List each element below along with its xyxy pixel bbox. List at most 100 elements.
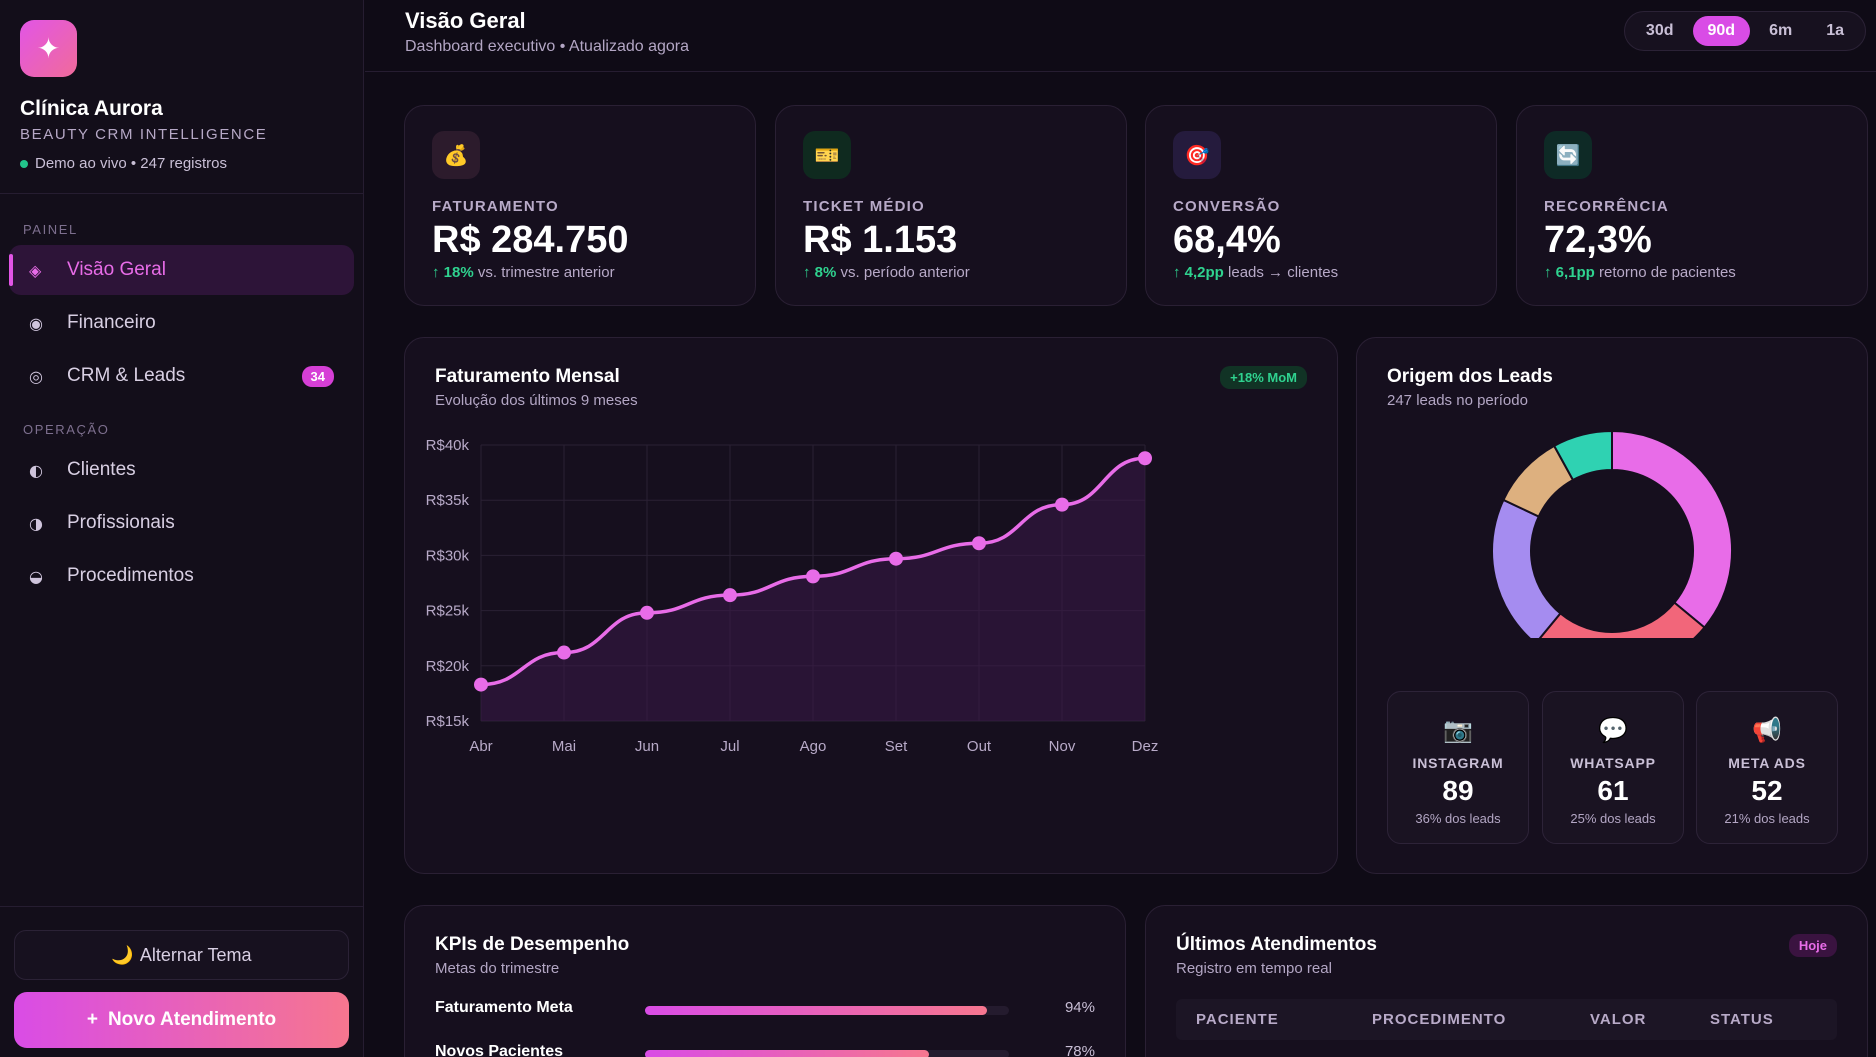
table-header: PACIENTE PROCEDIMENTO VALOR STATUS — [1176, 999, 1837, 1040]
nav-section-label: PAINEL — [23, 222, 78, 237]
data-point — [1138, 451, 1152, 466]
new-appointment-button[interactable]: + Novo Atendimento — [14, 992, 349, 1048]
source-percent: 21% dos leads — [1724, 811, 1810, 826]
kpi-label: RECORRÊNCIA — [1544, 198, 1669, 215]
kpi-card-conversao: 🎯 CONVERSÃO 68,4% ↑ 4,2pp leads → client… — [1145, 105, 1497, 306]
kpi-label: FATURAMENTO — [432, 198, 559, 215]
x-tick-label: Jun — [635, 738, 659, 755]
range-1a-button[interactable]: 1a — [1826, 22, 1844, 39]
nav-section-label: OPERAÇÃO — [23, 422, 110, 437]
source-tile-meta-ads: 📢 META ADS 52 21% dos leads — [1696, 691, 1838, 844]
circle-dot-icon: ◉ — [29, 313, 43, 333]
card-subtitle: Registro em tempo real — [1176, 960, 1332, 977]
toggle-theme-label: Alternar Tema — [139, 944, 252, 965]
goal-row: Faturamento Meta 94% — [435, 999, 1095, 1023]
goal-progress-track — [645, 1050, 1009, 1057]
x-tick-label: Ago — [800, 738, 827, 755]
kpi-card-faturamento: 💰 FATURAMENTO R$ 284.750 ↑ 18% vs. trime… — [404, 105, 756, 306]
kpi-delta-text: retorno de pacientes — [1599, 264, 1736, 281]
mom-growth-badge: +18% MoM — [1220, 366, 1307, 389]
y-tick-label: R$30k — [426, 547, 470, 564]
column-header-status[interactable]: STATUS — [1710, 1011, 1774, 1028]
brand-subtitle: BEAUTY CRM INTELLIGENCE — [20, 126, 268, 143]
sidebar-item-label: Procedimentos — [67, 565, 194, 586]
column-header-procedimento[interactable]: PROCEDIMENTO — [1372, 1011, 1507, 1028]
range-30d-button[interactable]: 30d — [1645, 22, 1674, 39]
source-tile-whatsapp: 💬 WHATSAPP 61 25% dos leads — [1542, 691, 1684, 844]
donut-slice[interactable] — [1552, 429, 1613, 482]
y-tick-label: R$15k — [426, 713, 470, 730]
kpi-value: 72,3% — [1544, 219, 1652, 261]
data-point — [640, 605, 654, 620]
lead-origin-donut — [1491, 429, 1733, 638]
x-tick-label: Set — [885, 738, 908, 755]
goal-progress-track — [645, 1006, 1009, 1015]
toggle-theme-button[interactable]: 🌙 Alternar Tema — [14, 930, 349, 980]
today-badge: Hoje — [1788, 934, 1837, 957]
sidebar-item-procedimentos[interactable]: ◒ Procedimentos — [9, 551, 354, 601]
y-tick-label: R$40k — [426, 437, 470, 454]
kpi-value: 68,4% — [1173, 219, 1281, 261]
target-dart-icon: 🎯 — [1173, 131, 1221, 179]
y-tick-label: R$25k — [426, 603, 470, 620]
moon-icon: 🌙 — [111, 944, 134, 965]
kpi-value: R$ 1.153 — [803, 219, 958, 261]
sidebar-item-visao-geral[interactable]: ◈ Visão Geral — [9, 245, 354, 295]
sidebar-item-profissionais[interactable]: ◑ Profissionais — [9, 498, 354, 548]
chat-bubble-icon: 💬 — [1598, 716, 1628, 744]
kpi-card-recorrencia: 🔄 RECORRÊNCIA 72,3% ↑ 6,1pp retorno de p… — [1516, 105, 1868, 306]
range-90d-button[interactable]: 90d — [1692, 16, 1751, 46]
card-title: Últimos Atendimentos — [1176, 934, 1377, 955]
target-icon: ◎ — [29, 366, 43, 386]
sidebar-item-crm-leads[interactable]: ◎ CRM & Leads 34 — [9, 351, 354, 401]
kpi-label: TICKET MÉDIO — [803, 198, 925, 215]
source-value: 89 — [1442, 775, 1474, 806]
period-selector: 30d 90d 6m 1a — [1623, 11, 1866, 51]
column-header-valor[interactable]: VALOR — [1590, 1011, 1647, 1028]
sidebar-item-label: Visão Geral — [67, 259, 166, 280]
source-value: 61 — [1597, 775, 1629, 806]
y-tick-label: R$35k — [426, 492, 470, 509]
half-circle-bottom-icon: ◒ — [29, 566, 43, 586]
money-bag-icon: 💰 — [432, 131, 480, 179]
column-header-paciente[interactable]: PACIENTE — [1196, 1011, 1279, 1028]
revenue-chart-card: Faturamento Mensal Evolução dos últimos … — [404, 337, 1338, 874]
card-subtitle: Metas do trimestre — [435, 960, 560, 977]
x-tick-label: Dez — [1132, 738, 1159, 755]
donut-slice[interactable] — [1536, 601, 1706, 638]
kpi-delta-value: ↑ 18% — [432, 264, 474, 281]
y-tick-label: R$20k — [426, 658, 470, 675]
brand-block: ✦ Clínica Aurora BEAUTY CRM INTELLIGENCE… — [0, 0, 363, 194]
live-status: Demo ao vivo • 247 registros — [20, 155, 343, 172]
source-percent: 25% dos leads — [1570, 811, 1656, 826]
kpi-delta: ↑ 8% vs. período anterior — [803, 264, 970, 281]
performance-kpis-card: KPIs de Desempenho Metas do trimestre Fa… — [404, 905, 1126, 1057]
sidebar-item-label: Financeiro — [67, 312, 156, 333]
sidebar-item-clientes[interactable]: ◐ Clientes — [9, 445, 354, 495]
x-tick-label: Abr — [469, 738, 492, 755]
donut-slice[interactable] — [1611, 429, 1733, 629]
data-point — [723, 588, 737, 603]
sidebar-item-financeiro[interactable]: ◉ Financeiro — [9, 298, 354, 348]
kpi-card-ticket-medio: 🎫 TICKET MÉDIO R$ 1.153 ↑ 8% vs. período… — [775, 105, 1127, 306]
revenue-line-chart: R$40k R$35k R$30k R$25k R$20k R$15k Abr Mai Jun J… — [426, 437, 1159, 755]
sidebar-item-label: CRM & Leads — [67, 365, 186, 386]
card-title: Faturamento Mensal — [435, 366, 620, 387]
range-6m-button[interactable]: 6m — [1769, 22, 1793, 39]
card-subtitle: Evolução dos últimos 9 meses — [435, 392, 638, 409]
sidebar-item-label: Clientes — [67, 459, 136, 480]
kpi-delta-text: leads → clientes — [1228, 264, 1339, 281]
donut-slice[interactable] — [1491, 498, 1562, 638]
area-fill — [481, 458, 1145, 721]
data-point — [972, 536, 986, 551]
brand-name: Clínica Aurora — [20, 97, 163, 120]
goal-progress-fill — [645, 1050, 929, 1057]
source-name: INSTAGRAM — [1412, 755, 1504, 771]
data-point — [557, 645, 571, 660]
source-tile-instagram: 📷 INSTAGRAM 89 36% dos leads — [1387, 691, 1529, 844]
goal-row: Novos Pacientes 78% — [435, 1043, 1095, 1057]
source-value: 52 — [1751, 775, 1783, 806]
data-point — [806, 569, 820, 584]
goal-percent: 94% — [1064, 999, 1095, 1016]
kpi-delta-value: ↑ 8% — [803, 264, 837, 281]
